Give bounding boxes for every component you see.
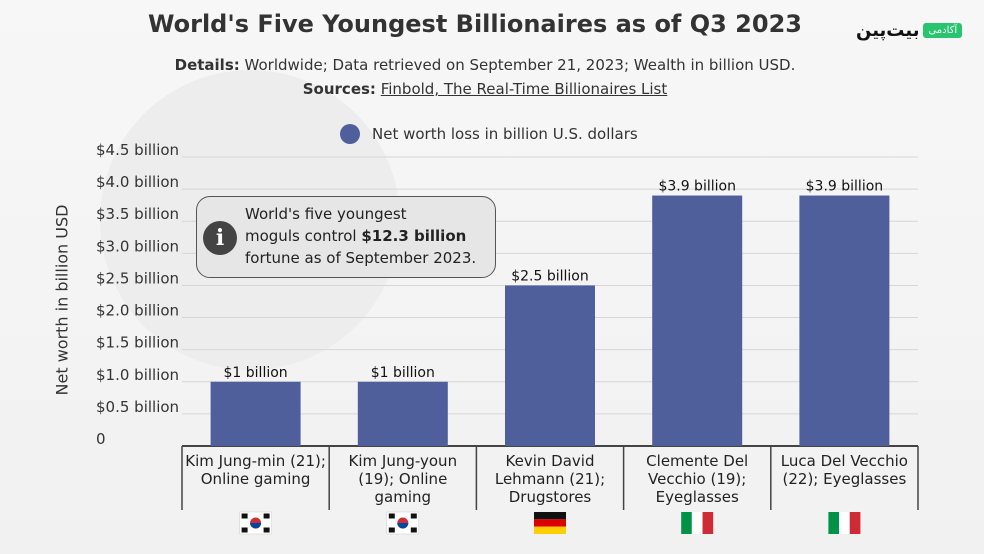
y-tick-label: $4.5 billion — [96, 141, 179, 159]
bar — [210, 381, 301, 446]
italy-flag-icon — [828, 512, 840, 534]
x-tick-label: Online gaming — [201, 470, 311, 488]
flag-trigram — [263, 527, 270, 533]
italy-flag-stripe — [839, 512, 850, 534]
x-tick-label: Drugstores — [509, 488, 592, 506]
flag-taeguk-lower — [397, 523, 409, 529]
flag-trigram — [388, 513, 395, 519]
flag-trigram — [410, 513, 417, 519]
x-tick-label: Clemente Del — [646, 452, 748, 470]
y-tick-label: $4.0 billion — [96, 173, 179, 191]
chart-legend: Net worth loss in billion U.S. dollars — [340, 124, 638, 144]
germany-flag-icon — [534, 512, 566, 520]
flag-taeguk-lower — [250, 523, 262, 529]
y-tick-label: $3.0 billion — [96, 237, 179, 255]
bar-value-label: $1 billion — [224, 365, 288, 381]
x-tick-label: (22); Eyeglasses — [783, 470, 907, 488]
flag-trigram — [410, 527, 417, 533]
x-tick-label: Vecchio (19); — [648, 470, 746, 488]
info-callout: i World's five youngest moguls control $… — [196, 196, 496, 278]
italy-flag-stripe — [691, 512, 703, 534]
details-label: Details: — [174, 56, 240, 74]
info-line-1: World's five youngest — [245, 205, 407, 223]
y-tick-label: 0 — [96, 430, 106, 448]
x-tick-label: Kim Jung-youn — [349, 452, 458, 470]
sources-link[interactable]: Finbold, The Real-Time Billionaires List — [380, 80, 668, 98]
bar — [652, 195, 743, 446]
info-line-2: moguls control — [245, 227, 362, 245]
x-tick-label: Kevin David — [506, 452, 595, 470]
x-tick-label: gaming — [375, 488, 432, 506]
bar-value-label: $1 billion — [371, 365, 435, 381]
info-line-3: fortune as of September 2023. — [245, 249, 477, 267]
brand-logo-text: بیت‌پین — [856, 20, 920, 41]
flag-trigram — [241, 527, 248, 533]
y-tick-label: $1.5 billion — [96, 334, 179, 352]
sources-line: Sources: Finbold, The Real-Time Billiona… — [0, 80, 970, 98]
legend-swatch — [340, 124, 360, 144]
brand-logo: بیت‌پین آکادمی — [856, 20, 963, 41]
sources-label: Sources: — [302, 80, 376, 98]
details-text: Worldwide; Data retrieved on September 2… — [239, 56, 796, 74]
info-icon: i — [203, 221, 237, 255]
bar — [505, 285, 595, 446]
flag-trigram — [263, 513, 270, 519]
y-tick-label: $2.0 billion — [96, 302, 179, 320]
flag-trigram — [388, 527, 395, 533]
details-line: Details: Worldwide; Data retrieved on Se… — [0, 56, 970, 74]
germany-flag-stripe — [534, 526, 566, 534]
germany-flag-stripe — [534, 519, 566, 527]
x-tick-label: Luca Del Vecchio — [781, 452, 908, 470]
legend-label: Net worth loss in billion U.S. dollars — [372, 125, 638, 143]
y-tick-label: $1.0 billion — [96, 366, 179, 384]
x-tick-label: (19); Online — [358, 470, 447, 488]
x-tick-label: Eyeglasses — [656, 488, 739, 506]
bar — [799, 195, 890, 446]
italy-flag-stripe — [849, 512, 861, 534]
brand-badge: آکادمی — [923, 23, 963, 38]
y-tick-label: $0.5 billion — [96, 398, 179, 416]
x-tick-label: Kim Jung-min (21); — [185, 452, 326, 470]
info-text: World's five youngest moguls control $12… — [245, 203, 476, 269]
bar — [357, 381, 448, 446]
y-tick-label: $3.5 billion — [96, 205, 179, 223]
bar-value-label: $3.9 billion — [806, 179, 884, 195]
bar-value-label: $2.5 billion — [511, 268, 589, 284]
info-highlight: $12.3 billion — [361, 227, 467, 245]
chart-title: World's Five Youngest Billionaires as of… — [148, 10, 802, 38]
flag-trigram — [241, 513, 248, 519]
x-tick-label: Lehmann (21); — [495, 470, 605, 488]
italy-flag-stripe — [702, 512, 714, 534]
italy-flag-icon — [681, 512, 692, 534]
y-tick-label: $2.5 billion — [96, 269, 179, 287]
bar-value-label: $3.9 billion — [658, 179, 736, 195]
